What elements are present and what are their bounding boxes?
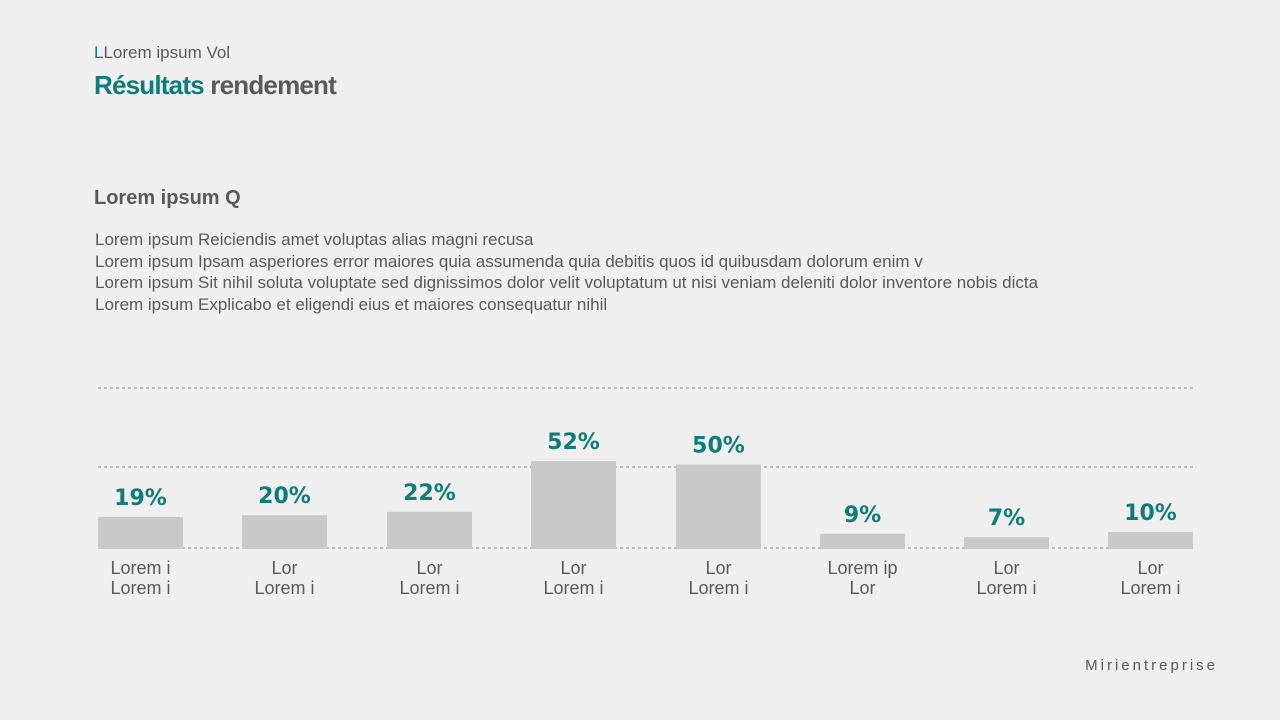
category-label: Lorem ip [827, 558, 897, 578]
category-label: Lor [560, 558, 586, 578]
data-label: 10% [1124, 501, 1177, 526]
kicker-accent: L [94, 43, 104, 62]
data-label: 22% [403, 481, 456, 506]
category-label: Lorem i [1120, 578, 1180, 598]
category-label: Lorem i [254, 578, 314, 598]
category-label: Lorem i [399, 578, 459, 598]
category-label: Lorem i [110, 558, 170, 578]
body-line: Lorem ipsum Explicabo et eligendi eius e… [95, 294, 608, 314]
title-rest: rendement [210, 70, 337, 100]
data-label: 52% [547, 430, 600, 455]
category-label: Lorem i [688, 578, 748, 598]
section-body: Lorem ipsum Reiciendis amet voluptas ali… [95, 229, 1175, 315]
bar [242, 515, 327, 549]
category-label: Lor [1137, 558, 1163, 578]
kicker-text: Lorem ipsum Vol [103, 43, 231, 62]
body-line: Lorem ipsum Sit nihil soluta voluptate s… [95, 273, 1039, 292]
bar [98, 516, 183, 549]
body-line: Lorem ipsum Reiciendis amet voluptas ali… [95, 230, 534, 249]
data-label: 19% [114, 486, 167, 511]
category-label: Lorem i [976, 578, 1036, 598]
bar [820, 533, 905, 549]
data-label: 7% [988, 506, 1025, 531]
data-label: 20% [258, 484, 311, 509]
page-title: Résultats rendement [94, 70, 337, 101]
data-label: 9% [844, 503, 881, 528]
kicker: LLorem ipsum Vol [94, 43, 230, 63]
category-label: Lor [271, 558, 297, 578]
bar [676, 464, 761, 549]
category-label: Lorem i [110, 578, 170, 598]
category-label: Lorem i [543, 578, 603, 598]
bar [531, 461, 616, 549]
category-label: Lor [705, 558, 731, 578]
section-heading: Lorem ipsum Q [94, 187, 241, 209]
title-accent: Résultats [94, 70, 205, 100]
category-label: Lor [849, 578, 875, 598]
bar [387, 511, 472, 549]
bar [1108, 532, 1193, 549]
bar [964, 537, 1049, 549]
category-label: Lor [993, 558, 1019, 578]
category-label: Lor [416, 558, 442, 578]
body-line: Lorem ipsum Ipsam asperiores error maior… [95, 251, 923, 271]
footer-brand: Mirientreprise [1085, 657, 1218, 674]
data-label: 50% [692, 434, 745, 459]
